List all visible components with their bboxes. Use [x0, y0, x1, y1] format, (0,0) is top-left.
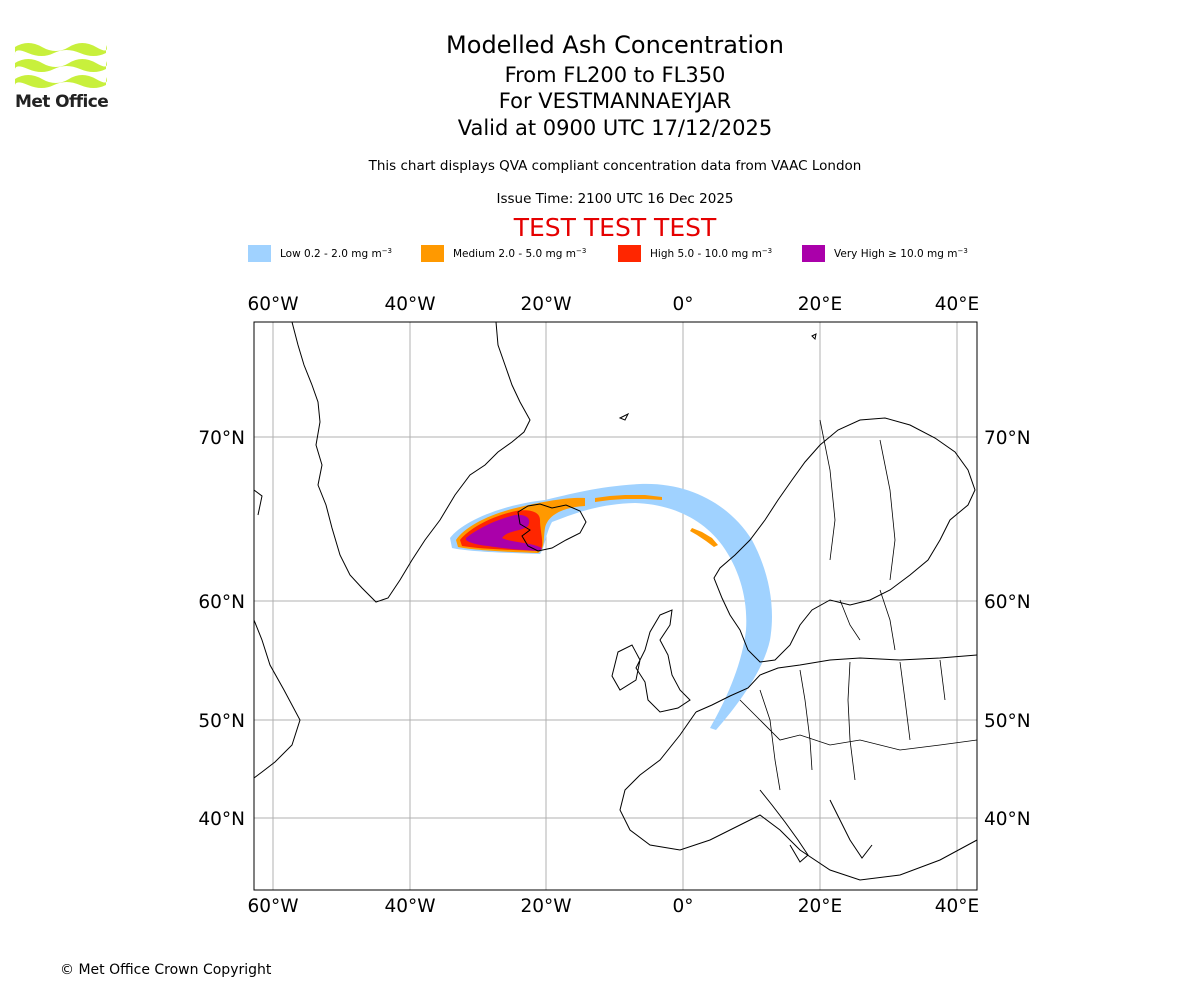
ash-medium-streak-2 [690, 528, 718, 547]
lat-tick-right-70n: 70°N [984, 428, 1031, 449]
country-borders [739, 419, 977, 791]
border-lines [739, 419, 977, 791]
chart-title: Modelled Ash Concentration [446, 31, 784, 59]
coastlines [254, 322, 977, 881]
axis-tick-labels: 60°W 60°W 40°W 40°W 20°W 20°W 0° 0° 20°E 20°E 40°E… [198, 294, 1030, 917]
legend-unit-high: −3 [761, 247, 773, 255]
lat-tick-right-60n: 60°N [984, 592, 1031, 613]
test-banner: TEST TEST TEST [513, 213, 717, 242]
legend-label-medium: Medium 2.0 - 5.0 mg m [453, 248, 576, 260]
lon-tick-bottom-40w: 40°W [384, 896, 435, 917]
flight-levels: From FL200 to FL350 [504, 63, 726, 87]
lat-tick-right-50n: 50°N [984, 711, 1031, 732]
met-office-logo-text: Met Office [15, 92, 109, 112]
coast-svalbard-jan-mayen [618, 333, 817, 421]
lon-tick-bottom-60w: 60°W [247, 896, 298, 917]
lat-tick-left-40n: 40°N [198, 809, 245, 830]
coast-baffin [254, 489, 301, 779]
coast-italy-balkans [759, 789, 873, 863]
legend-swatch-very-high [802, 245, 825, 262]
legend-label-low: Low 0.2 - 2.0 mg m [280, 248, 382, 260]
copyright: © Met Office Crown Copyright [60, 962, 272, 978]
ash-very-high-region [466, 514, 542, 551]
legend-unit-low: −3 [381, 247, 393, 255]
lon-tick-top-40e: 40°E [935, 294, 979, 315]
issue-time: Issue Time: 2100 UTC 16 Dec 2025 [496, 191, 734, 207]
legend-swatch-high [618, 245, 641, 262]
coast-greenland [291, 322, 531, 603]
legend-swatch-low [248, 245, 271, 262]
lon-tick-top-20w: 20°W [520, 294, 571, 315]
map-frame [253, 321, 978, 891]
coast-iceland [517, 503, 587, 552]
lon-tick-top-40w: 40°W [384, 294, 435, 315]
legend-unit-very-high: −3 [957, 247, 968, 255]
lon-tick-top-60w: 60°W [247, 294, 298, 315]
volcano-name: For VESTMANNAEYJAR [498, 89, 732, 113]
lon-tick-bottom-40e: 40°E [935, 896, 979, 917]
coast-scandinavia [713, 417, 976, 663]
chart-description: This chart displays QVA compliant concen… [368, 158, 862, 174]
lat-tick-left-60n: 60°N [198, 592, 245, 613]
legend-label-very-high: Very High ≥ 10.0 mg m [834, 248, 958, 260]
lat-tick-right-40n: 40°N [984, 809, 1031, 830]
coast-continental-europe [619, 654, 977, 881]
map-background [254, 322, 977, 890]
legend-unit-medium: −3 [575, 247, 587, 255]
lon-tick-bottom-20e: 20°E [798, 896, 842, 917]
ash-medium-streak-1 [595, 495, 662, 502]
lat-tick-left-70n: 70°N [198, 428, 245, 449]
ash-plume [450, 483, 772, 730]
valid-time: Valid at 0900 UTC 17/12/2025 [457, 116, 773, 140]
lon-tick-top-0: 0° [672, 294, 693, 315]
met-office-logo [14, 43, 107, 88]
lon-tick-bottom-20w: 20°W [520, 896, 571, 917]
coast-british-isles [611, 609, 691, 713]
lon-tick-top-20e: 20°E [798, 294, 842, 315]
legend-label-high: High 5.0 - 10.0 mg m [650, 248, 762, 260]
lat-tick-left-50n: 50°N [198, 711, 245, 732]
legend-swatch-medium [421, 245, 444, 262]
lon-tick-bottom-0: 0° [672, 896, 693, 917]
